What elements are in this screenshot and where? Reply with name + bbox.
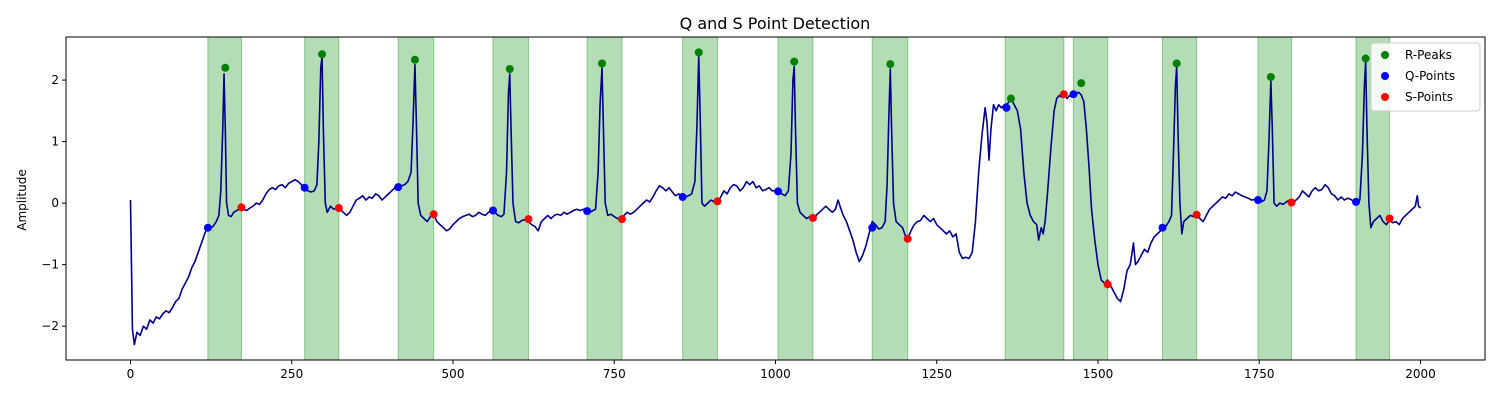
q-point-marker xyxy=(1158,223,1167,232)
markers-layer xyxy=(203,48,1394,289)
q-point-marker xyxy=(774,187,783,196)
qrs-shaded-region xyxy=(304,36,340,361)
r-peak-marker xyxy=(1172,59,1181,68)
s-point-marker xyxy=(617,215,626,224)
q-point-marker xyxy=(1352,197,1360,206)
s-point-marker xyxy=(713,197,722,206)
r-peak-marker xyxy=(410,55,419,64)
s-point-marker xyxy=(334,204,343,213)
s-point-marker xyxy=(1059,90,1068,99)
y-tick-label: 1 xyxy=(51,135,59,149)
r-peak-marker xyxy=(886,60,895,69)
r-peak-marker xyxy=(790,57,799,66)
q-point-legend-marker xyxy=(1381,72,1389,80)
s-point-marker xyxy=(1385,214,1394,223)
q-point-marker xyxy=(1069,90,1078,99)
q-point-marker xyxy=(300,183,309,192)
x-tick-label: 750 xyxy=(603,367,626,381)
y-tick-label: 2 xyxy=(51,73,59,87)
q-point-marker xyxy=(1002,103,1011,112)
legend-box xyxy=(1370,42,1481,112)
r-peak-marker xyxy=(221,63,230,72)
x-tick-label: 500 xyxy=(442,367,465,381)
s-point-marker xyxy=(1103,280,1112,289)
r-peak-marker xyxy=(1361,54,1370,63)
s-point-marker xyxy=(524,215,533,224)
s-point-marker xyxy=(1192,210,1201,219)
s-point-marker xyxy=(808,213,817,222)
s-point-marker xyxy=(903,234,912,243)
qrs-shaded-region xyxy=(777,36,814,361)
r-peak-marker xyxy=(1006,94,1015,103)
q-point-marker xyxy=(488,206,497,215)
x-tick-label: 2000 xyxy=(1405,367,1436,381)
s-point-legend-marker xyxy=(1381,93,1389,101)
q-point-marker xyxy=(1253,196,1262,205)
r-peak-marker xyxy=(1266,72,1275,81)
legend: R-Peaks Q-Points S-Points xyxy=(1370,42,1481,112)
legend-label: Q-Points xyxy=(1405,69,1455,83)
y-axis-label: Amplitude xyxy=(15,169,29,231)
r-peak-marker xyxy=(694,48,703,57)
qrs-shaded-region xyxy=(1004,36,1065,361)
s-point-marker xyxy=(1287,198,1296,207)
r-peak-legend-marker xyxy=(1381,51,1389,59)
q-point-marker xyxy=(678,192,687,201)
x-tick-label: 1250 xyxy=(921,367,952,381)
q-point-marker xyxy=(868,223,877,232)
x-tick-label: 1000 xyxy=(760,367,791,381)
r-peak-marker xyxy=(505,64,514,73)
y-tick-label: −2 xyxy=(41,319,59,333)
x-tick-label: 1750 xyxy=(1244,367,1275,381)
x-axis: 0 250 500 750 1000 1250 1500 1750 2000 xyxy=(127,360,1436,381)
x-tick-label: 1500 xyxy=(1083,367,1114,381)
y-tick-label: 0 xyxy=(51,196,59,210)
s-point-marker xyxy=(237,203,246,212)
r-peak-marker xyxy=(1077,79,1086,88)
y-tick-label: −1 xyxy=(41,258,59,272)
y-axis: −2 −1 0 1 2 xyxy=(41,73,66,333)
q-point-marker xyxy=(203,223,212,232)
chart-title: Q and S Point Detection xyxy=(680,14,871,33)
s-point-marker xyxy=(429,210,438,219)
x-tick-label: 250 xyxy=(280,367,303,381)
r-peak-marker xyxy=(597,59,606,68)
legend-label: S-Points xyxy=(1405,90,1453,104)
shaded-regions xyxy=(207,36,1391,361)
legend-label: R-Peaks xyxy=(1405,48,1452,62)
q-point-marker xyxy=(583,207,592,216)
r-peak-marker xyxy=(318,50,327,59)
q-point-marker xyxy=(394,183,403,192)
x-tick-label: 0 xyxy=(127,367,135,381)
